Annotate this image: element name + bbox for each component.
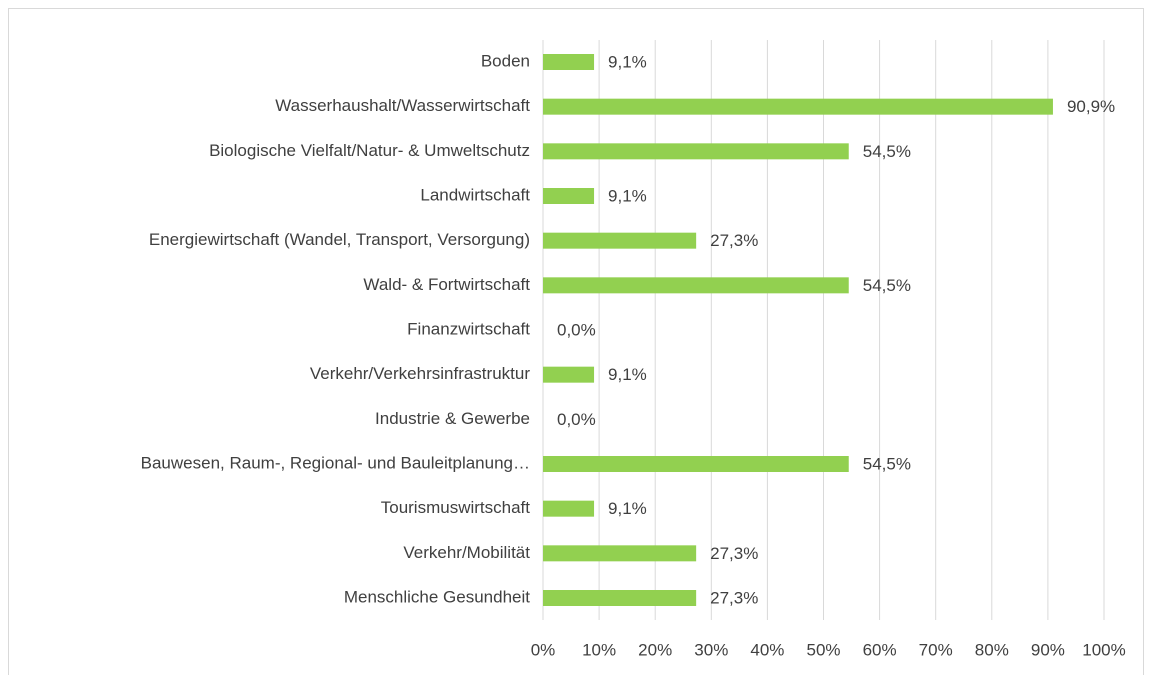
x-tick-label: 100% <box>1082 640 1125 659</box>
y-tick-label: Tourismuswirtschaft <box>381 498 531 517</box>
y-tick-label: Biologische Vielfalt/Natur- & Umweltschu… <box>209 141 530 160</box>
data-label: 9,1% <box>608 52 647 71</box>
y-tick-label: Finanzwirtschaft <box>407 319 530 338</box>
data-label: 27,3% <box>710 231 758 250</box>
data-label: 54,5% <box>863 276 911 295</box>
bar <box>543 143 849 160</box>
data-label: 54,5% <box>863 454 911 473</box>
y-tick-label: Landwirtschaft <box>420 185 530 204</box>
data-label: 0,0% <box>557 410 596 429</box>
data-label: 27,3% <box>710 588 758 607</box>
y-tick-label: Verkehr/Mobilität <box>403 543 530 562</box>
y-tick-label: Wasserhaushalt/Wasserwirtschaft <box>275 96 530 115</box>
x-tick-label: 30% <box>694 640 728 659</box>
bar <box>543 277 849 294</box>
y-tick-label: Boden <box>481 51 530 70</box>
x-tick-label: 20% <box>638 640 672 659</box>
bar <box>543 366 595 383</box>
data-label: 0,0% <box>557 320 596 339</box>
x-tick-label: 10% <box>582 640 616 659</box>
y-tick-label: Energiewirtschaft (Wandel, Transport, Ve… <box>149 230 530 249</box>
data-label: 9,1% <box>608 365 647 384</box>
x-tick-label: 50% <box>806 640 840 659</box>
y-tick-label: Industrie & Gewerbe <box>375 409 530 428</box>
x-tick-label: 90% <box>1031 640 1065 659</box>
x-tick-label: 0% <box>531 640 556 659</box>
data-label: 54,5% <box>863 142 911 161</box>
data-label: 9,1% <box>608 499 647 518</box>
y-tick-label: Menschliche Gesundheit <box>344 587 530 606</box>
x-tick-label: 80% <box>975 640 1009 659</box>
y-tick-label: Wald- & Fortwirtschaft <box>363 275 530 294</box>
bar <box>543 545 697 562</box>
bar <box>543 188 595 204</box>
bar <box>543 590 697 606</box>
bar <box>543 500 595 517</box>
y-tick-label: Verkehr/Verkehrsinfrastruktur <box>310 364 530 383</box>
data-label: 90,9% <box>1067 97 1115 116</box>
bar <box>543 232 697 249</box>
x-tick-label: 40% <box>750 640 784 659</box>
x-tick-label: 70% <box>919 640 953 659</box>
bar <box>543 54 595 70</box>
bar <box>543 456 849 472</box>
data-label: 9,1% <box>608 186 647 205</box>
y-tick-label: Bauwesen, Raum-, Regional- und Bauleitpl… <box>141 453 530 472</box>
bar <box>543 98 1053 115</box>
x-tick-label: 60% <box>863 640 897 659</box>
data-label: 27,3% <box>710 544 758 563</box>
chart-frame <box>8 8 1144 675</box>
